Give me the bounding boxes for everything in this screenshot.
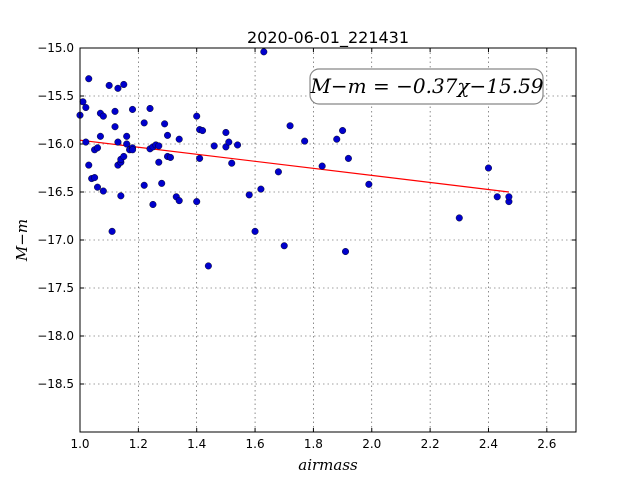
data-point	[99, 112, 107, 120]
data-point	[251, 227, 259, 235]
chart-title: 2020-06-01_221431	[247, 28, 409, 48]
data-point	[82, 104, 90, 112]
data-point	[114, 84, 122, 92]
data-point	[164, 131, 172, 139]
data-point	[204, 262, 212, 270]
data-point	[280, 242, 288, 250]
data-point	[85, 161, 93, 169]
x-tick-label: 2.2	[421, 437, 440, 451]
y-tick-label: −18.0	[37, 329, 74, 343]
data-point	[175, 197, 183, 205]
data-point	[123, 132, 131, 140]
data-point	[333, 135, 341, 143]
data-point	[193, 198, 201, 206]
x-tick-label: 1.6	[246, 437, 265, 451]
x-axis-ticks: 1.0 1.2 1.4 1.6 1.8 2.0 2.2 2.4 2.6	[70, 48, 556, 451]
data-point	[158, 179, 166, 187]
x-tick-label: 1.0	[70, 437, 89, 451]
data-point	[301, 137, 309, 145]
data-point	[318, 162, 326, 170]
data-point	[94, 144, 102, 152]
data-point	[79, 98, 87, 106]
y-tick-label: −15.5	[37, 89, 74, 103]
data-point	[196, 154, 204, 162]
data-point	[149, 200, 157, 208]
data-point	[455, 214, 463, 222]
fit-equation-text: M−m = −0.37χ−15.59	[309, 74, 543, 98]
data-point	[105, 81, 113, 89]
data-point	[94, 183, 102, 191]
data-point	[493, 193, 501, 201]
data-point	[140, 181, 148, 189]
data-point	[339, 127, 347, 135]
data-point	[96, 132, 104, 140]
data-point	[365, 180, 373, 188]
fit-equation-frame	[309, 68, 544, 105]
data-point	[129, 105, 137, 113]
data-point	[120, 80, 128, 88]
data-point	[225, 138, 233, 146]
data-point	[120, 152, 128, 160]
data-point	[175, 135, 183, 143]
data-point	[161, 120, 169, 128]
data-point	[155, 158, 163, 166]
data-point	[99, 187, 107, 195]
data-point	[344, 154, 352, 162]
data-point	[117, 192, 125, 200]
y-tick-label: −17.5	[37, 281, 74, 295]
data-point	[129, 146, 137, 154]
data-points	[76, 48, 513, 270]
data-point	[228, 159, 236, 167]
x-axis-label: airmass	[298, 456, 358, 474]
data-point	[342, 248, 350, 256]
fit-equation-box: M−m = −0.37χ−15.59	[309, 68, 544, 105]
data-point	[155, 142, 163, 150]
data-point	[111, 123, 119, 131]
x-tick-label: 1.2	[129, 437, 148, 451]
data-point	[111, 107, 119, 115]
plot-frame	[79, 47, 577, 433]
x-tick-label: 1.4	[187, 437, 206, 451]
data-point	[85, 75, 93, 83]
data-point	[108, 227, 116, 235]
data-point	[484, 164, 492, 172]
data-point	[222, 128, 230, 136]
y-axis-label: M−m	[13, 219, 31, 262]
y-tick-label: −18.5	[37, 377, 74, 391]
plot-contents	[76, 48, 513, 270]
grid-lines	[79, 47, 576, 432]
data-point	[234, 141, 242, 149]
data-point	[114, 138, 122, 146]
data-point	[260, 48, 268, 56]
x-tick-label: 2.4	[479, 437, 498, 451]
data-point	[257, 185, 265, 193]
y-tick-label: −16.5	[37, 185, 74, 199]
data-point	[505, 193, 513, 201]
x-tick-label: 2.0	[362, 437, 381, 451]
data-point	[166, 153, 174, 161]
data-point	[146, 104, 154, 112]
y-axis-ticks: −15.0 −15.5 −16.0 −16.5 −17.0 −17.5 −18.0 −18.5	[37, 41, 576, 391]
data-point	[82, 138, 90, 146]
data-point	[123, 140, 131, 148]
data-point	[274, 168, 282, 176]
y-tick-label: −17.0	[37, 233, 74, 247]
data-point	[193, 112, 201, 120]
y-tick-label: −16.0	[37, 137, 74, 151]
data-point	[199, 127, 207, 135]
x-tick-label: 2.6	[537, 437, 556, 451]
y-tick-label: −15.0	[37, 41, 74, 55]
data-point	[286, 122, 294, 130]
data-point	[140, 119, 148, 127]
x-tick-label: 1.8	[304, 437, 323, 451]
data-point	[245, 191, 253, 199]
data-point	[91, 174, 99, 182]
data-point	[210, 142, 218, 150]
